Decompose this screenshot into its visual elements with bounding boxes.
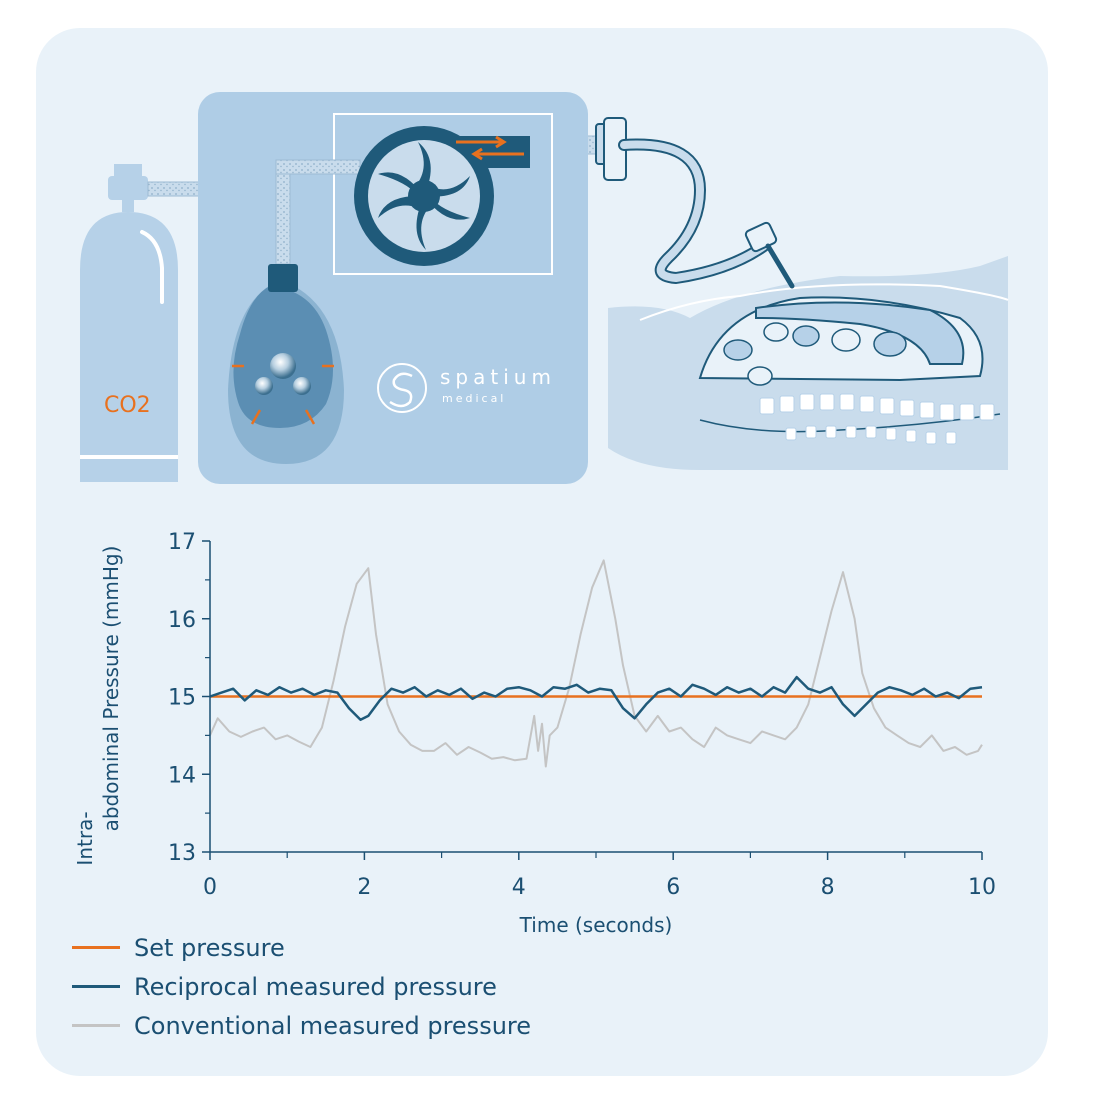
legend-item-conventional-pressure: Conventional measured pressure [72,1006,531,1045]
legend-swatch [72,946,120,949]
x-tick-label: 10 [968,875,996,900]
x-tick-label: 2 [357,875,371,900]
y-tick-label: 15 [168,686,196,711]
legend-item-set-pressure: Set pressure [72,928,531,967]
svg-text:medical: medical [442,392,506,405]
blower-icon [354,126,530,266]
reservoir-bag-icon [228,264,344,464]
y-axis-label: Intra- abdominal Pressure (mmHg) [73,546,123,866]
trocar-icon [744,221,795,289]
legend-swatch [72,985,120,988]
legend-label: Conventional measured pressure [134,1011,532,1040]
x-tick-label: 0 [203,875,217,900]
co2-label: CO2 [104,393,151,418]
x-tick-label: 6 [666,875,680,900]
legend-swatch [72,1024,120,1027]
plot-area [209,559,983,768]
chart-legend: Set pressure Reciprocal measured pressure… [72,928,531,1045]
x-tick-label: 8 [821,875,835,900]
y-tick-label: 17 [168,530,196,555]
axes: 13 14 15 16 17 0 2 4 6 8 10 [168,530,996,900]
legend-item-reciprocal-pressure: Reciprocal measured pressure [72,967,531,1006]
conventional-pressure-line [209,559,983,768]
svg-text:spatium: spatium [440,365,556,389]
y-tick-label: 13 [168,841,196,866]
reciprocal-pressure-line [209,675,983,722]
legend-label: Set pressure [134,933,285,962]
y-tick-label: 14 [168,763,196,788]
patient-cross-section-illustration [608,256,1009,470]
y-axis-label-line1: Intra- [73,811,97,865]
insufflation-system-illustration: CO2 [80,92,1009,484]
spatium-medical-logo: spatium medical [377,363,556,413]
x-axis-label: Time (seconds) [519,913,673,937]
connector-and-tubing [595,117,770,285]
x-tick-label: 4 [512,875,526,900]
legend-label: Reciprocal measured pressure [134,972,497,1001]
y-tick-label: 16 [168,608,196,633]
co2-cylinder: CO2 [80,164,178,482]
y-axis-label-line2: abdominal Pressure (mmHg) [99,546,123,832]
